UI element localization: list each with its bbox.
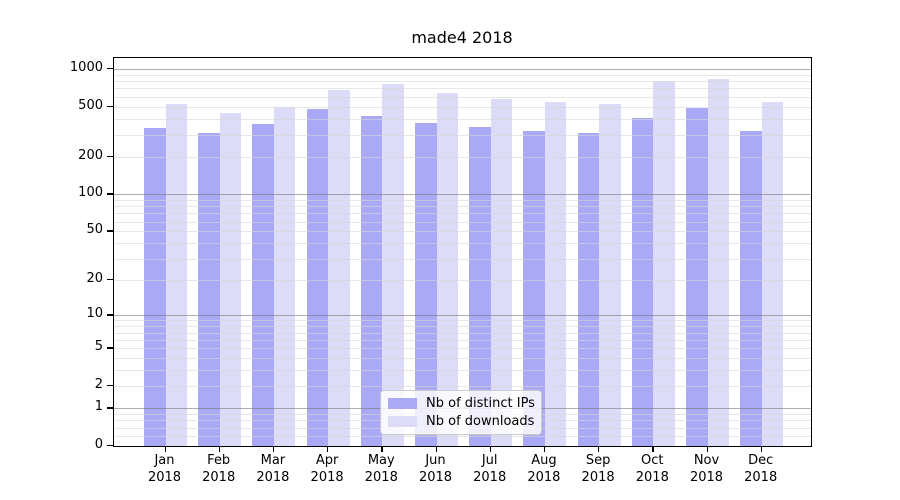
x-tick-label: Jul 2018 [473, 453, 507, 485]
bar-downloads-aug [544, 102, 567, 446]
bar-downloads-nov [707, 78, 729, 446]
y-tick-mark [107, 314, 113, 316]
legend-item-distinct-ips: Nb of distinct IPs [388, 396, 537, 411]
bar-distinct-ips-aug [523, 131, 545, 446]
legend: Nb of distinct IPs Nb of downloads [380, 390, 542, 435]
x-tick-mark [598, 446, 600, 452]
y-tick-label: 0 [94, 437, 103, 452]
x-tick-mark [327, 446, 329, 452]
bar-distinct-ips-apr [306, 108, 329, 446]
bar-downloads-jun [436, 92, 458, 446]
x-tick-label: Aug 2018 [527, 453, 561, 485]
x-tick-label: Sep 2018 [581, 453, 615, 485]
y-tick-mark [107, 230, 113, 232]
y-tick-mark [107, 68, 113, 70]
y-tick-mark [107, 193, 113, 195]
y-tick-label: 20 [86, 270, 103, 286]
x-tick-mark [543, 446, 546, 452]
bar-downloads-feb [219, 113, 242, 446]
bars-layer [114, 58, 811, 446]
x-tick-mark [652, 446, 654, 452]
y-tick-label: 1 [94, 399, 103, 415]
x-tick-label: Mar 2018 [256, 453, 290, 485]
bar-downloads-jul [490, 99, 513, 446]
x-tick-label: May 2018 [364, 453, 398, 485]
bar-downloads-jan [165, 104, 187, 446]
x-tick-label: Jan 2018 [147, 453, 182, 485]
y-tick-label: 5 [94, 339, 103, 355]
x-tick-label: Oct 2018 [635, 453, 669, 485]
bar-downloads-dec [761, 102, 784, 446]
y-tick-mark [107, 155, 113, 157]
x-tick-mark [760, 446, 763, 452]
x-tick-mark [164, 446, 166, 452]
chart-title: made4 2018 [411, 28, 513, 47]
x-tick-label: Nov 2018 [689, 453, 724, 485]
bar-distinct-ips-jun [415, 123, 437, 446]
legend-label: Nb of distinct IPs [426, 396, 535, 411]
x-tick-mark [218, 446, 221, 452]
y-tick-mark [107, 385, 113, 387]
bar-distinct-ips-mar [252, 123, 274, 446]
y-tick-label: 500 [78, 97, 103, 113]
y-tick-mark [107, 105, 113, 108]
x-tick-mark [435, 446, 437, 452]
x-tick-mark [706, 446, 708, 452]
x-tick-mark [272, 446, 275, 452]
y-tick-label: 200 [78, 147, 103, 163]
bar-downloads-oct [653, 80, 675, 446]
y-tick-label: 50 [86, 222, 103, 238]
y-tick-mark [107, 278, 113, 281]
y-tick-mark [107, 445, 113, 447]
y-tick-mark [107, 347, 113, 349]
legend-swatch-downloads [388, 416, 417, 427]
y-tick-mark [107, 407, 113, 409]
bar-distinct-ips-dec [740, 131, 762, 446]
x-tick-mark [489, 446, 492, 452]
bar-downloads-apr [328, 89, 350, 446]
legend-swatch-distinct-ips [388, 398, 417, 409]
bar-distinct-ips-sep [577, 132, 600, 446]
y-tick-label: 2 [94, 377, 103, 393]
y-tick-label: 100 [78, 185, 103, 201]
bar-downloads-sep [599, 104, 621, 446]
bar-downloads-mar [273, 106, 296, 446]
x-tick-label: Dec 2018 [744, 453, 778, 485]
x-tick-mark [381, 446, 383, 452]
bar-distinct-ips-jan [144, 127, 166, 446]
legend-label: Nb of downloads [426, 414, 535, 429]
bar-distinct-ips-oct [631, 117, 654, 446]
bar-distinct-ips-feb [198, 132, 220, 446]
x-tick-label: Apr 2018 [310, 453, 344, 485]
plot-area [113, 57, 812, 447]
y-tick-label: 10 [86, 306, 103, 322]
bar-distinct-ips-nov [686, 108, 708, 446]
x-tick-label: Jun 2018 [418, 453, 453, 485]
x-tick-label: Feb 2018 [202, 453, 236, 485]
bar-downloads-may [382, 83, 404, 446]
y-tick-label: 1000 [69, 60, 103, 75]
legend-item-downloads: Nb of downloads [388, 414, 537, 429]
